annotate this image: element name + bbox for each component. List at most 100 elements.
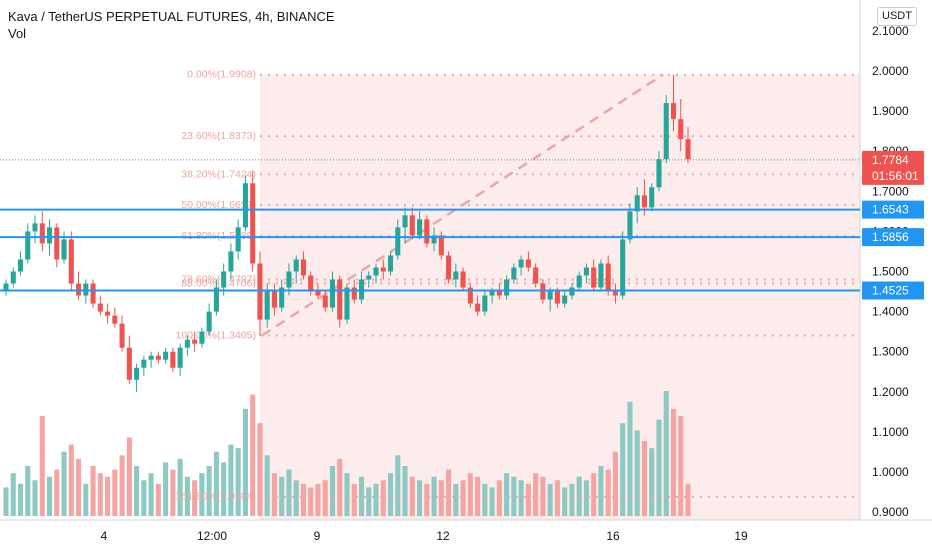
- price-tag-label: 1.7784: [872, 153, 909, 167]
- candle-body: [685, 139, 691, 160]
- fib-level-label: 88.00%(1.4706): [181, 277, 256, 289]
- candle-body: [286, 271, 292, 288]
- volume-bar: [221, 462, 227, 516]
- price-tag-label: 1.4525: [872, 284, 909, 298]
- symbol-title[interactable]: Kava / TetherUS PERPETUAL FUTURES, 4h, B…: [8, 9, 335, 24]
- candle-body: [112, 315, 118, 324]
- volume-bar: [467, 473, 473, 516]
- price-tag: [862, 200, 924, 219]
- price-tag: [862, 228, 924, 247]
- candle-body: [235, 227, 241, 252]
- volume-bar: [387, 473, 394, 516]
- fib-level-label: 161.80%(0.9384): [175, 491, 256, 503]
- volume-bar: [199, 473, 205, 516]
- volume-bar: [250, 394, 256, 516]
- volume-bar: [68, 444, 74, 516]
- candle-body: [612, 291, 618, 296]
- volume-bar: [271, 473, 277, 516]
- volume-bar: [39, 416, 45, 516]
- volume-bar: [293, 480, 299, 516]
- volume-bar: [358, 476, 365, 516]
- candle-body: [525, 259, 531, 268]
- candle-body: [134, 367, 140, 380]
- volume-bar: [395, 455, 401, 516]
- volume-bar: [670, 408, 677, 516]
- candle-body: [141, 359, 147, 368]
- candle-body: [97, 303, 103, 312]
- volume-bar: [620, 423, 626, 516]
- price-tag-label: 01:56:01: [872, 169, 919, 183]
- volume-bar: [184, 476, 190, 516]
- candle-body: [656, 159, 662, 188]
- volume-bar: [380, 480, 386, 516]
- volume-bar: [192, 480, 198, 516]
- candle-body: [221, 271, 227, 288]
- volume-bar: [315, 483, 321, 516]
- volume-bar: [460, 480, 466, 516]
- candle-body: [387, 255, 394, 272]
- candle-body: [380, 267, 386, 272]
- candle-body: [337, 279, 343, 320]
- volume-bar: [351, 483, 357, 516]
- candle-body: [3, 283, 9, 292]
- volume-bar: [438, 480, 444, 516]
- volume-bar: [25, 466, 31, 516]
- y-tick-label: 1.5000: [872, 265, 909, 279]
- fib-level-label: 100.00%(1.3405): [175, 329, 256, 341]
- candle-body: [576, 275, 582, 288]
- candle-body: [547, 291, 553, 300]
- currency-button[interactable]: USDT: [877, 7, 917, 26]
- candle-body: [598, 263, 604, 288]
- volume-bar: [598, 466, 604, 516]
- y-tick-label: 2.1000: [872, 24, 909, 38]
- candle-body: [54, 227, 60, 260]
- candle-body: [460, 271, 466, 288]
- candle-body: [300, 259, 307, 276]
- volume-bar: [518, 480, 524, 516]
- volume-bar: [83, 483, 89, 516]
- candle-body: [663, 103, 669, 160]
- volume-indicator-label[interactable]: Vol: [8, 26, 27, 41]
- candle-body: [569, 287, 575, 296]
- candle-body: [322, 295, 328, 308]
- volume-bar: [446, 469, 452, 516]
- candle-body: [39, 223, 45, 244]
- volume-bar: [10, 473, 16, 516]
- volume-bar: [112, 469, 118, 516]
- candle-body: [184, 339, 190, 348]
- price-tag: [862, 166, 924, 185]
- y-tick-label: 0.9000: [872, 505, 909, 519]
- volume-bar: [504, 473, 510, 516]
- y-tick-label: 1.7000: [872, 184, 909, 198]
- candle-body: [453, 271, 459, 280]
- volume-bar: [649, 448, 655, 516]
- candle-body: [177, 347, 183, 368]
- candle-body: [562, 295, 568, 304]
- volume-bar: [417, 480, 423, 516]
- candle-body: [213, 287, 219, 312]
- volume-bar: [119, 455, 125, 516]
- candle-body: [649, 187, 655, 208]
- y-tick-label: 1.1000: [872, 425, 909, 439]
- volume-bar: [242, 408, 248, 516]
- price-tag: [862, 150, 924, 169]
- volume-bar: [300, 483, 307, 516]
- fib-zone: [260, 74, 860, 520]
- candle-body: [366, 275, 372, 280]
- volume-bar: [170, 469, 176, 516]
- volume-bar: [511, 476, 517, 516]
- volume-bar: [344, 473, 350, 516]
- volume-bar: [525, 483, 531, 516]
- y-tick-label: 1.4000: [872, 305, 909, 319]
- candle-body: [678, 119, 684, 140]
- volume-bar: [322, 480, 328, 516]
- volume-bar: [97, 473, 103, 516]
- candle-body: [504, 279, 510, 296]
- volume-bar: [264, 455, 270, 516]
- volume-bar: [76, 458, 82, 516]
- candle-body: [17, 259, 24, 272]
- volume-bar: [547, 483, 553, 516]
- price-tag-label: 1.5856: [872, 230, 909, 244]
- volume-bar: [591, 473, 597, 516]
